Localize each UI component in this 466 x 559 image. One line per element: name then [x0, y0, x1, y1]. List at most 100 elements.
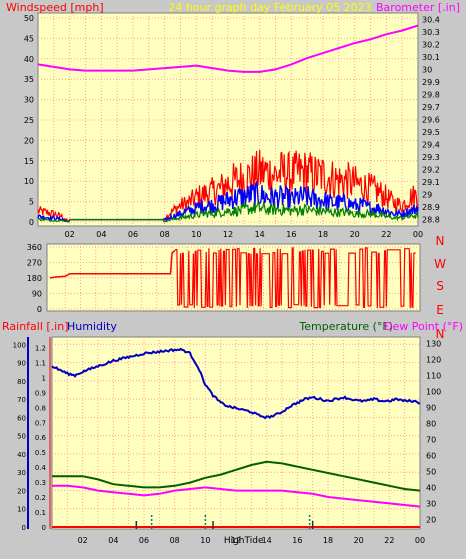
direction-y-tick-label: 0 — [37, 305, 42, 314]
temp-x-tick-label: 00 — [415, 536, 425, 545]
temperature-line — [52, 460, 421, 492]
rain-tick-label: 0.9 — [35, 389, 46, 397]
wind-y-tick-label: 0 — [29, 218, 34, 227]
barometer-y-tick-label: 29.7 — [422, 103, 440, 112]
wind-x-tick-label: 14 — [255, 230, 265, 239]
wind-x-tick-label: 10 — [191, 230, 201, 239]
wind-y-tick-label: 30 — [24, 96, 34, 105]
temperature-tick-label: 30 — [426, 499, 436, 508]
temperature-tick-label: 110 — [426, 371, 441, 380]
temperature-tick-label: 20 — [426, 515, 436, 524]
wind-x-tick-label: 18 — [318, 230, 328, 239]
wind-x-tick-label: 22 — [381, 230, 391, 239]
humidity-y-ticks: 0 10 20 30 40 50 60 70 80 90 100 — [13, 341, 26, 532]
temp-x-tick-label: 22 — [384, 536, 394, 545]
wind-x-tick-label: 12 — [223, 230, 233, 239]
barometer-y-tick-label: 29.8 — [422, 90, 440, 99]
wind-x-tick-label: 06 — [128, 230, 138, 239]
wind-x-tick-label: 04 — [96, 230, 106, 239]
rain-humidity-temp-panel: 02 04 06 08 10 12 14 16 18 20 22 00 010203040506070… — [2, 320, 463, 546]
barometer-y-tick-label: 29.3 — [422, 153, 440, 162]
rain-tick-label: 0.8 — [35, 404, 46, 412]
barometer-y-tick-label: 30.1 — [422, 53, 440, 62]
graph-title: 24 hour graph day February 05 2023 — [168, 1, 371, 14]
temp-x-tick-label: 20 — [354, 536, 364, 545]
temperature-tick-label: 100 — [426, 387, 441, 396]
humidity-tick-label: 60 — [17, 414, 26, 422]
humidity-tick-label: 100 — [13, 341, 26, 349]
rain-tick-label: 0.5 — [35, 449, 46, 457]
compass-label: N — [436, 234, 445, 248]
temperature-tick-label: 120 — [426, 355, 441, 364]
dewpoint-line — [52, 484, 421, 508]
humidity-tick-label: 10 — [17, 506, 26, 514]
rain-tick-label: 0.3 — [35, 479, 46, 487]
barometer-y-tick-label: 30 — [422, 65, 432, 74]
dewpoint-label: Dew Point (°F) — [384, 320, 463, 333]
barometer-y-tick-label: 29 — [422, 191, 432, 200]
barometer-y-tick-label: 30.3 — [422, 28, 440, 37]
rain-tick-label: 1 — [42, 374, 46, 382]
humidity-tick-label: 40 — [17, 451, 26, 459]
windspeed-label: Windspeed [mph] — [6, 1, 104, 14]
barometer-y-right-ticks: 28.8 28.9 29 29.1 29.2 29.3 29.4 29.5 29.6 29.7 29… — [422, 15, 440, 224]
wind-series — [37, 149, 419, 223]
compass-label: W — [434, 257, 446, 271]
barometer-y-tick-label: 28.9 — [422, 203, 440, 212]
rain-tick-label: 0.6 — [35, 434, 47, 442]
direction-y-ticks: 0 90 180 270 360 — [27, 243, 42, 314]
barometer-y-tick-label: 30.4 — [422, 15, 440, 24]
wind-x-tick-label: 02 — [65, 230, 75, 239]
temp-x-tick-label: 10 — [200, 536, 210, 545]
wind-x-ticks: 02 04 06 08 10 12 14 16 18 20 22 00 — [65, 230, 424, 239]
temperature-tick-label: 130 — [426, 339, 441, 348]
wind-x-tick-label: 20 — [350, 230, 360, 239]
temperature-tick-label: 80 — [426, 419, 436, 428]
wind-y-tick-label: 45 — [24, 34, 34, 43]
humidity-tick-label: 50 — [17, 433, 26, 441]
event-markers — [135, 515, 314, 529]
rain-tick-label: 1.1 — [35, 359, 46, 367]
rain-tick-label: 0.4 — [35, 464, 47, 472]
compass-label: E — [436, 303, 444, 317]
barometer-line — [37, 24, 419, 73]
barometer-y-tick-label: 29.6 — [422, 116, 440, 125]
temperature-tick-label: 40 — [426, 483, 436, 492]
wind-y-tick-label: 25 — [24, 116, 34, 125]
wind-y-tick-label: 5 — [29, 198, 34, 207]
wind-y-tick-label: 35 — [24, 75, 34, 84]
temp-x-tick-label: 02 — [78, 536, 88, 545]
temperature-tick-label: 90 — [426, 403, 436, 412]
barometer-y-tick-label: 29.9 — [422, 78, 440, 87]
barometer-y-tick-label: 30.2 — [422, 40, 440, 49]
rain-tick-label: 0 — [42, 524, 46, 532]
humidity-tick-label: 20 — [17, 487, 26, 495]
wind-y-tick-label: 40 — [24, 55, 34, 64]
humidity-tick-label: 0 — [22, 524, 26, 532]
temp-x-tick-label: 12 — [231, 536, 241, 545]
rain-tick-label: 0.1 — [35, 509, 46, 517]
wind-barometer-panel: 02 04 06 08 10 12 14 16 18 20 22 00 0 5 10 15 20 25 30 35 4… — [6, 1, 460, 239]
direction-y-tick-label: 90 — [32, 290, 42, 299]
wind-y-left-ticks: 0 5 10 15 20 25 30 35 40 45 50 — [24, 14, 34, 227]
humidity-tick-label: 80 — [17, 378, 26, 386]
rain-tick-label: 1.2 — [35, 344, 46, 352]
barometer-y-tick-label: 29.4 — [422, 141, 440, 150]
temp-x-tick-label: 14 — [262, 536, 272, 545]
direction-steady-line — [49, 249, 176, 279]
temp-x-tick-label: 18 — [323, 536, 333, 545]
humidity-label: Humidity — [67, 320, 117, 333]
compass-label: S — [436, 279, 444, 293]
rainfall-label: Rainfall [.in] — [2, 320, 69, 333]
direction-series — [49, 247, 416, 309]
hightide-label: HighTide — [224, 536, 264, 546]
wind-low-line — [37, 200, 419, 223]
temperature-tick-label: 70 — [426, 435, 436, 444]
rain-tick-label: 0.2 — [35, 494, 46, 502]
temp-x-tick-label: 04 — [108, 536, 118, 545]
direction-variable-line — [175, 247, 416, 309]
humidity-tick-label: 90 — [17, 360, 26, 368]
temperature-tick-label: 50 — [426, 467, 436, 476]
